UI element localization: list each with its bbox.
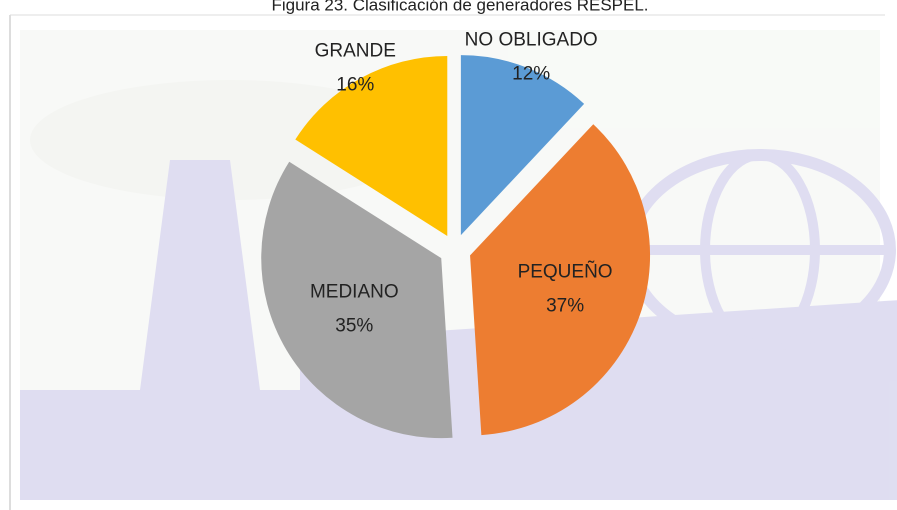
slice-value-label: 12% (512, 64, 550, 85)
slice-label: MEDIANO (310, 282, 399, 303)
background-watermark (20, 30, 897, 500)
slice-value-label: 37% (546, 296, 584, 317)
slice-label: NO OBLIGADO (465, 30, 598, 51)
slice-label: GRANDE (315, 41, 396, 62)
chart-title: Figura 23. Clasificación de generadores … (271, 0, 648, 14)
slice-value-label: 16% (336, 75, 374, 96)
pie-slice (470, 124, 651, 436)
slice-label: PEQUEÑO (518, 261, 613, 283)
pie-slice (261, 161, 453, 439)
slice-value-label: 35% (335, 316, 373, 337)
watermark-factory (20, 160, 897, 500)
pie-slice (460, 55, 585, 236)
pie-slice (295, 55, 448, 236)
